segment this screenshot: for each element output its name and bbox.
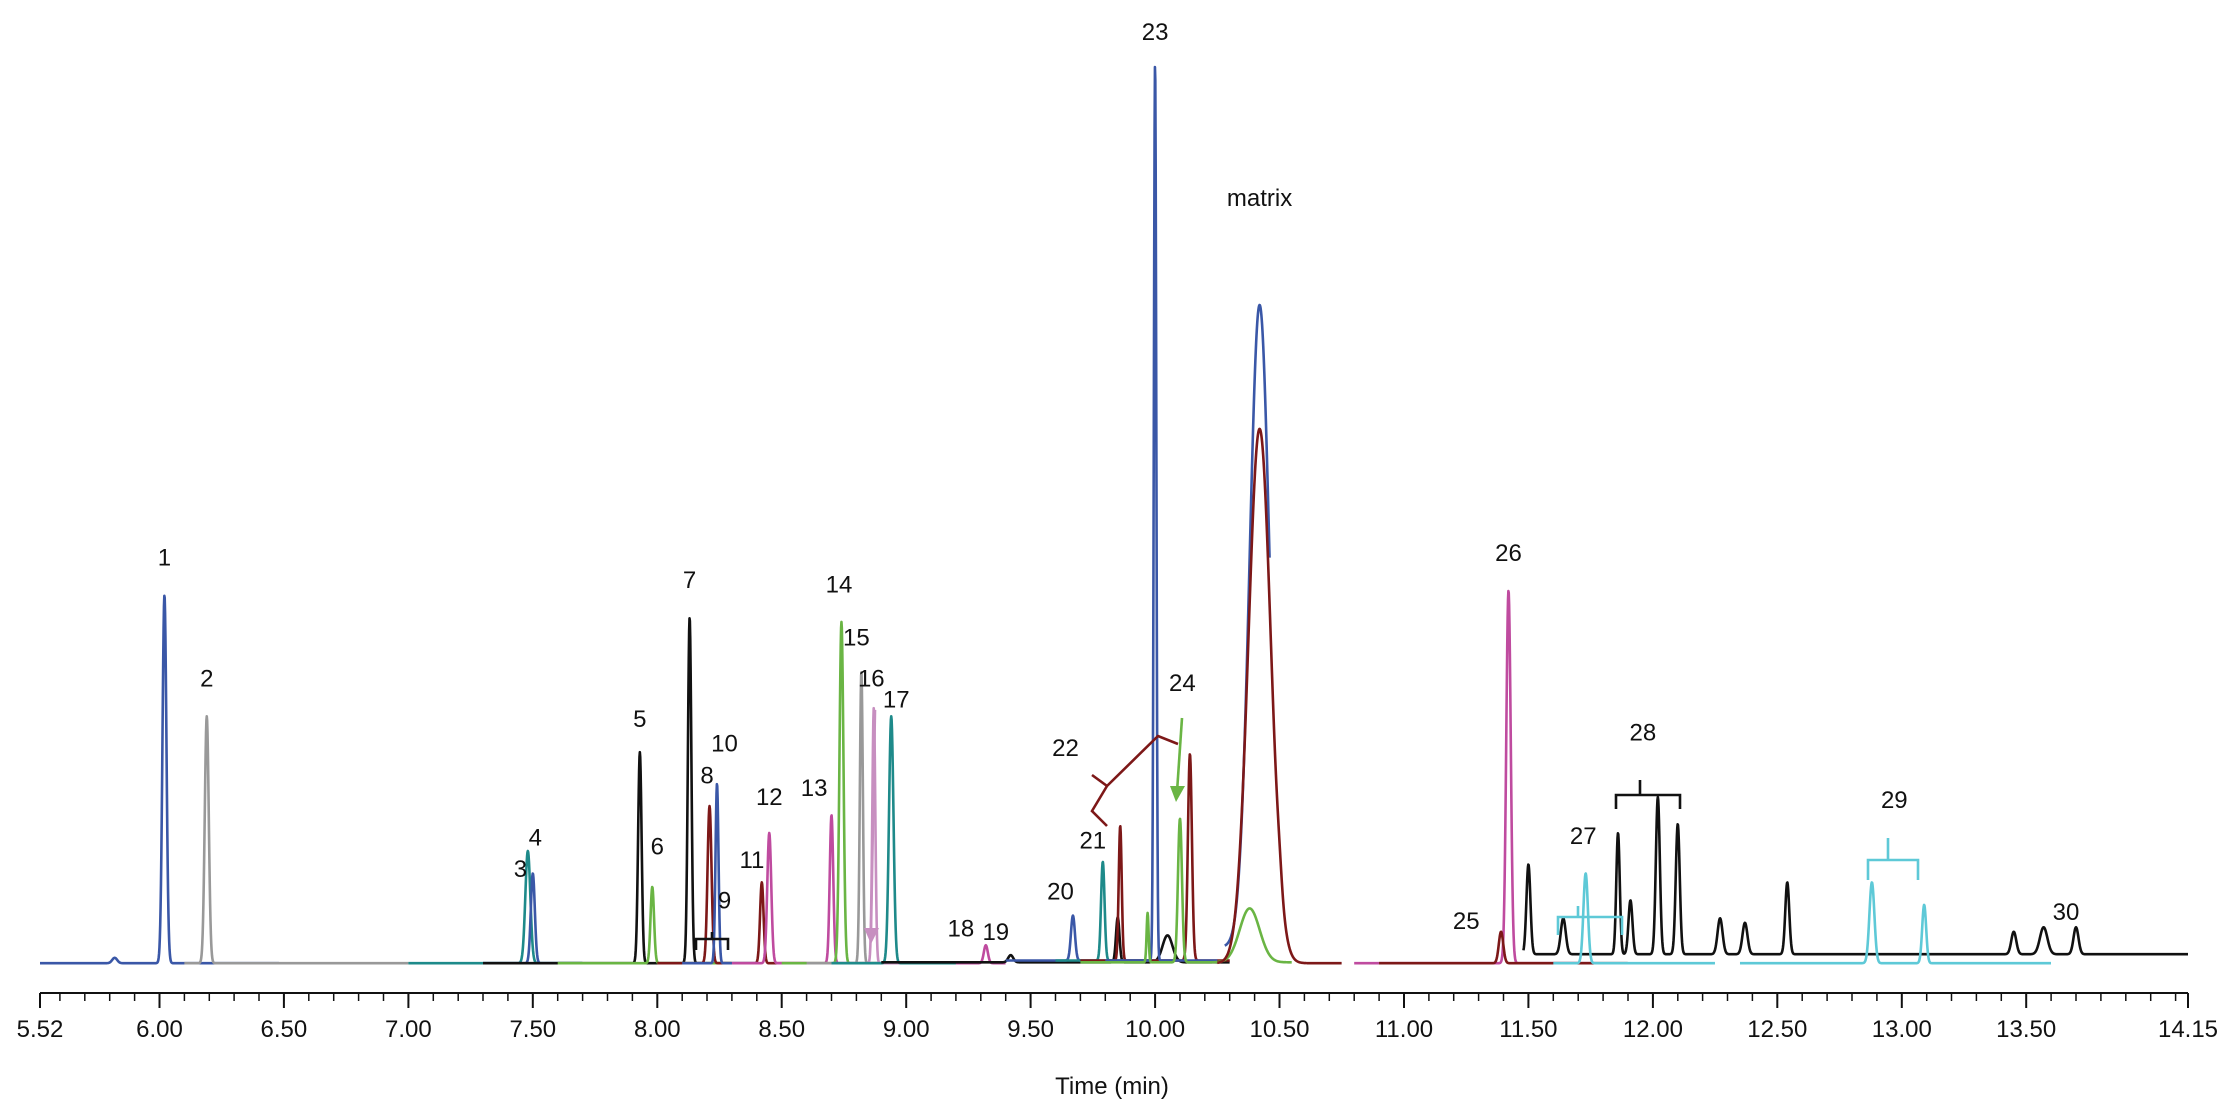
- peak-label-9: 9: [718, 887, 731, 914]
- trace-25: [1552, 872, 1716, 965]
- peak-label-4: 4: [529, 825, 542, 852]
- trace-1: [39, 594, 280, 965]
- peak-label-17: 17: [883, 686, 910, 713]
- trace-7: [656, 804, 808, 965]
- trace-23: [1378, 930, 1629, 965]
- peak-label-6: 6: [651, 834, 664, 861]
- trace-2: [183, 714, 410, 965]
- peak-label-7: 7: [683, 567, 696, 594]
- peak-27-bracket: [1556, 906, 1624, 935]
- peak-label-19: 19: [982, 919, 1009, 946]
- x-tick-label: 8.00: [634, 1016, 681, 1043]
- peak-28-bracket: [1614, 780, 1682, 809]
- peak-label-24: 24: [1169, 670, 1196, 697]
- x-tick-label: 12.00: [1623, 1016, 1683, 1043]
- peak-label-22: 22: [1052, 735, 1079, 762]
- trace-24: [1522, 795, 2189, 956]
- x-tick-label: 10.50: [1249, 1016, 1309, 1043]
- trace-21: [1216, 427, 1343, 965]
- x-tick-label: 11.50: [1499, 1016, 1557, 1043]
- bracket-layer: [694, 709, 1920, 950]
- peak-label-1: 1: [158, 544, 171, 571]
- peak-label-25: 25: [1453, 908, 1480, 935]
- x-tick-label: 12.50: [1747, 1016, 1807, 1043]
- peak-label-3: 3: [514, 856, 527, 883]
- peak-16-arrow: [869, 709, 877, 933]
- series-layer: [39, 65, 2189, 965]
- x-tick-label: 6.00: [136, 1016, 183, 1043]
- trace-17: [1079, 753, 1231, 962]
- peak-label-26: 26: [1495, 540, 1522, 567]
- peak-label-14: 14: [826, 571, 853, 598]
- peak-label-15: 15: [843, 624, 870, 651]
- peak-29-bracket: [1866, 838, 1920, 880]
- peak-label-10: 10: [711, 730, 738, 757]
- peak-label-20: 20: [1047, 878, 1074, 905]
- peak-label-12: 12: [756, 784, 783, 811]
- peak-22-bracket: [1090, 734, 1179, 827]
- x-tick-label: 7.50: [509, 1016, 556, 1043]
- peak-label-21: 21: [1079, 827, 1106, 854]
- trace-5: [482, 617, 733, 965]
- peak-label-29: 29: [1881, 787, 1908, 814]
- peak-24-arrow-head: [1170, 786, 1185, 802]
- peak-label-23: 23: [1142, 19, 1169, 46]
- x-tick-label: 6.50: [261, 1016, 308, 1043]
- trace-26: [1739, 881, 2052, 965]
- peak-label-18: 18: [948, 915, 975, 942]
- peak-label-5: 5: [633, 706, 646, 733]
- trace-11: [805, 671, 932, 965]
- peak-label-matrix: matrix: [1227, 185, 1292, 212]
- x-axis-title: Time (min): [1055, 1073, 1169, 1100]
- x-axis: 5.52 6.00 6.50 7.00 7.50 8.00 8.50 9.00 9.50 10.0…: [17, 992, 2218, 1100]
- peak-label-27: 27: [1570, 823, 1597, 850]
- trace-20: [1223, 303, 1271, 947]
- trace-3: [407, 849, 584, 965]
- peak-label-16: 16: [858, 666, 885, 693]
- peak-9-bracket: [694, 932, 730, 950]
- peak-label-8: 8: [700, 763, 713, 790]
- x-tick-label: 9.50: [1007, 1016, 1054, 1043]
- x-tick-label: 11.00: [1375, 1016, 1433, 1043]
- peak-label-2: 2: [200, 666, 213, 693]
- peak-label-13: 13: [801, 775, 828, 802]
- trace-19: [1079, 817, 1293, 964]
- peak-16-arrow-head: [864, 928, 879, 944]
- peak-label-30: 30: [2053, 899, 2080, 926]
- x-axis-minor-ticks: [59, 993, 2177, 1001]
- peak-label-11: 11: [739, 847, 764, 874]
- x-tick-label: 8.50: [758, 1016, 805, 1043]
- x-axis-major-ticks: 5.52 6.00 6.50 7.00 7.50 8.00 8.50 9.00 9.50 10.0…: [17, 993, 2218, 1043]
- trace-15: [1004, 914, 1181, 962]
- trace-18: [1104, 65, 1219, 962]
- x-tick-label: 13.00: [1872, 1016, 1932, 1043]
- x-tick-label: 13.50: [1996, 1016, 2056, 1043]
- x-tick-label: 10.00: [1125, 1016, 1185, 1043]
- x-tick-label: 14.15: [2158, 1016, 2218, 1043]
- peak-24-arrow: [1175, 717, 1184, 793]
- peak-label-28: 28: [1630, 720, 1657, 747]
- trace-14: [880, 916, 1231, 964]
- trace-13: [830, 714, 957, 965]
- x-tick-label: 7.00: [385, 1016, 432, 1043]
- x-tick-label: 5.52: [17, 1016, 64, 1043]
- x-tick-label: 9.00: [883, 1016, 930, 1043]
